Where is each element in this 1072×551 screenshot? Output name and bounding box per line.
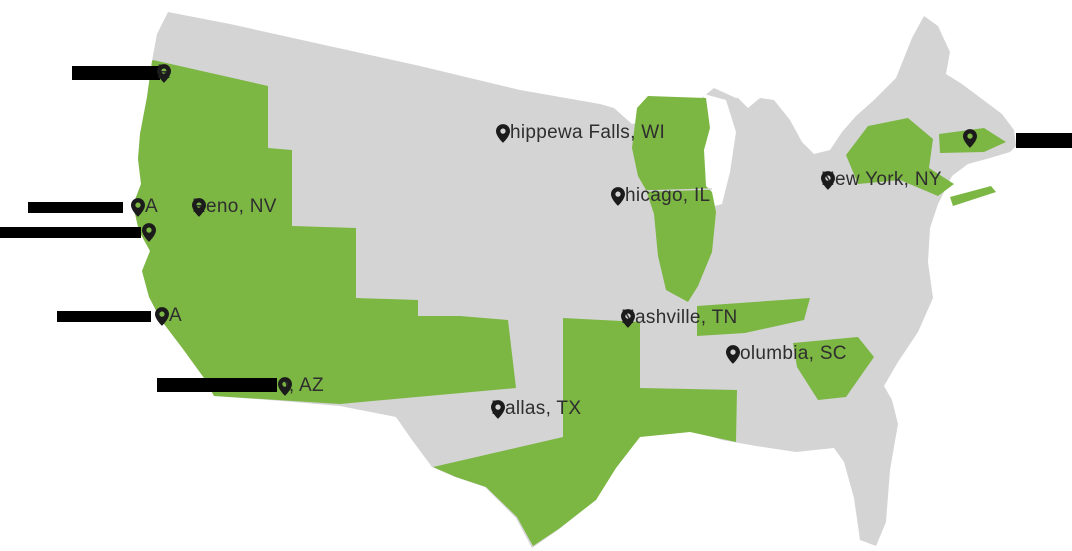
redaction-bar: [1016, 133, 1072, 148]
us-land-silhouette: [133, 12, 1016, 548]
map-region-texas: [433, 318, 737, 546]
location-pin-icon: [278, 377, 292, 396]
map-region-tennessee: [697, 298, 810, 336]
location-pin-icon: [726, 345, 740, 364]
location-pin-icon: [821, 171, 835, 190]
map-region-wisconsin-illinois: [632, 96, 716, 302]
redaction-bar: [157, 378, 277, 392]
wisconsin-illinois-border: [645, 188, 713, 192]
redaction-bar: [0, 227, 141, 238]
location-chippewa-falls-wi: Chippewa Falls, WI: [496, 123, 665, 143]
location-pin-icon: [142, 223, 156, 242]
location-label: Chippewa Falls, WI: [496, 122, 666, 143]
location-pin-icon: [491, 400, 505, 419]
location-pin-icon: [192, 198, 206, 217]
location-az-fragment: o, AZ: [278, 376, 324, 396]
redaction-bar: [28, 202, 123, 213]
lake-huron-erie: [776, 100, 830, 152]
map-region-west-or-ca-nv-az: [133, 60, 516, 404]
location-reno-nv: Reno, NV: [192, 197, 277, 217]
location-portland-or-fragment: R: [157, 63, 171, 83]
location-ca-fragment-1: CA: [131, 197, 158, 217]
location-label: New York, NY: [821, 169, 942, 190]
location-chicago-il: Chicago, IL: [611, 186, 710, 206]
location-label: Nashville, TN: [621, 307, 738, 328]
redaction-bar: [72, 66, 160, 80]
location-nashville-tn: Nashville, TN: [621, 308, 738, 328]
location-label: Chicago, IL: [611, 185, 711, 206]
location-pin-icon: [131, 198, 145, 217]
location-pin-icon: [963, 129, 977, 148]
location-label: Columbia, SC: [726, 343, 847, 364]
location-pin-icon: [621, 309, 635, 328]
location-columbia-sc: Columbia, SC: [726, 344, 847, 364]
redaction-bar: [57, 311, 151, 322]
map-region-south-carolina: [793, 337, 874, 400]
location-label: Dallas, TX: [491, 398, 582, 419]
location-pin-icon: [496, 124, 510, 143]
location-ca-fragment-2: CA: [155, 306, 182, 326]
map-region-new-york: [846, 118, 954, 196]
location-new-york-ny: New York, NY: [821, 170, 942, 190]
location-label: Reno, NV: [192, 196, 277, 217]
location-dallas-tx: Dallas, TX: [491, 399, 581, 419]
map-region-long-island: [950, 186, 996, 206]
location-pin-icon: [611, 187, 625, 206]
location-pin-icon: [157, 64, 171, 83]
location-pin-icon: [155, 307, 169, 326]
